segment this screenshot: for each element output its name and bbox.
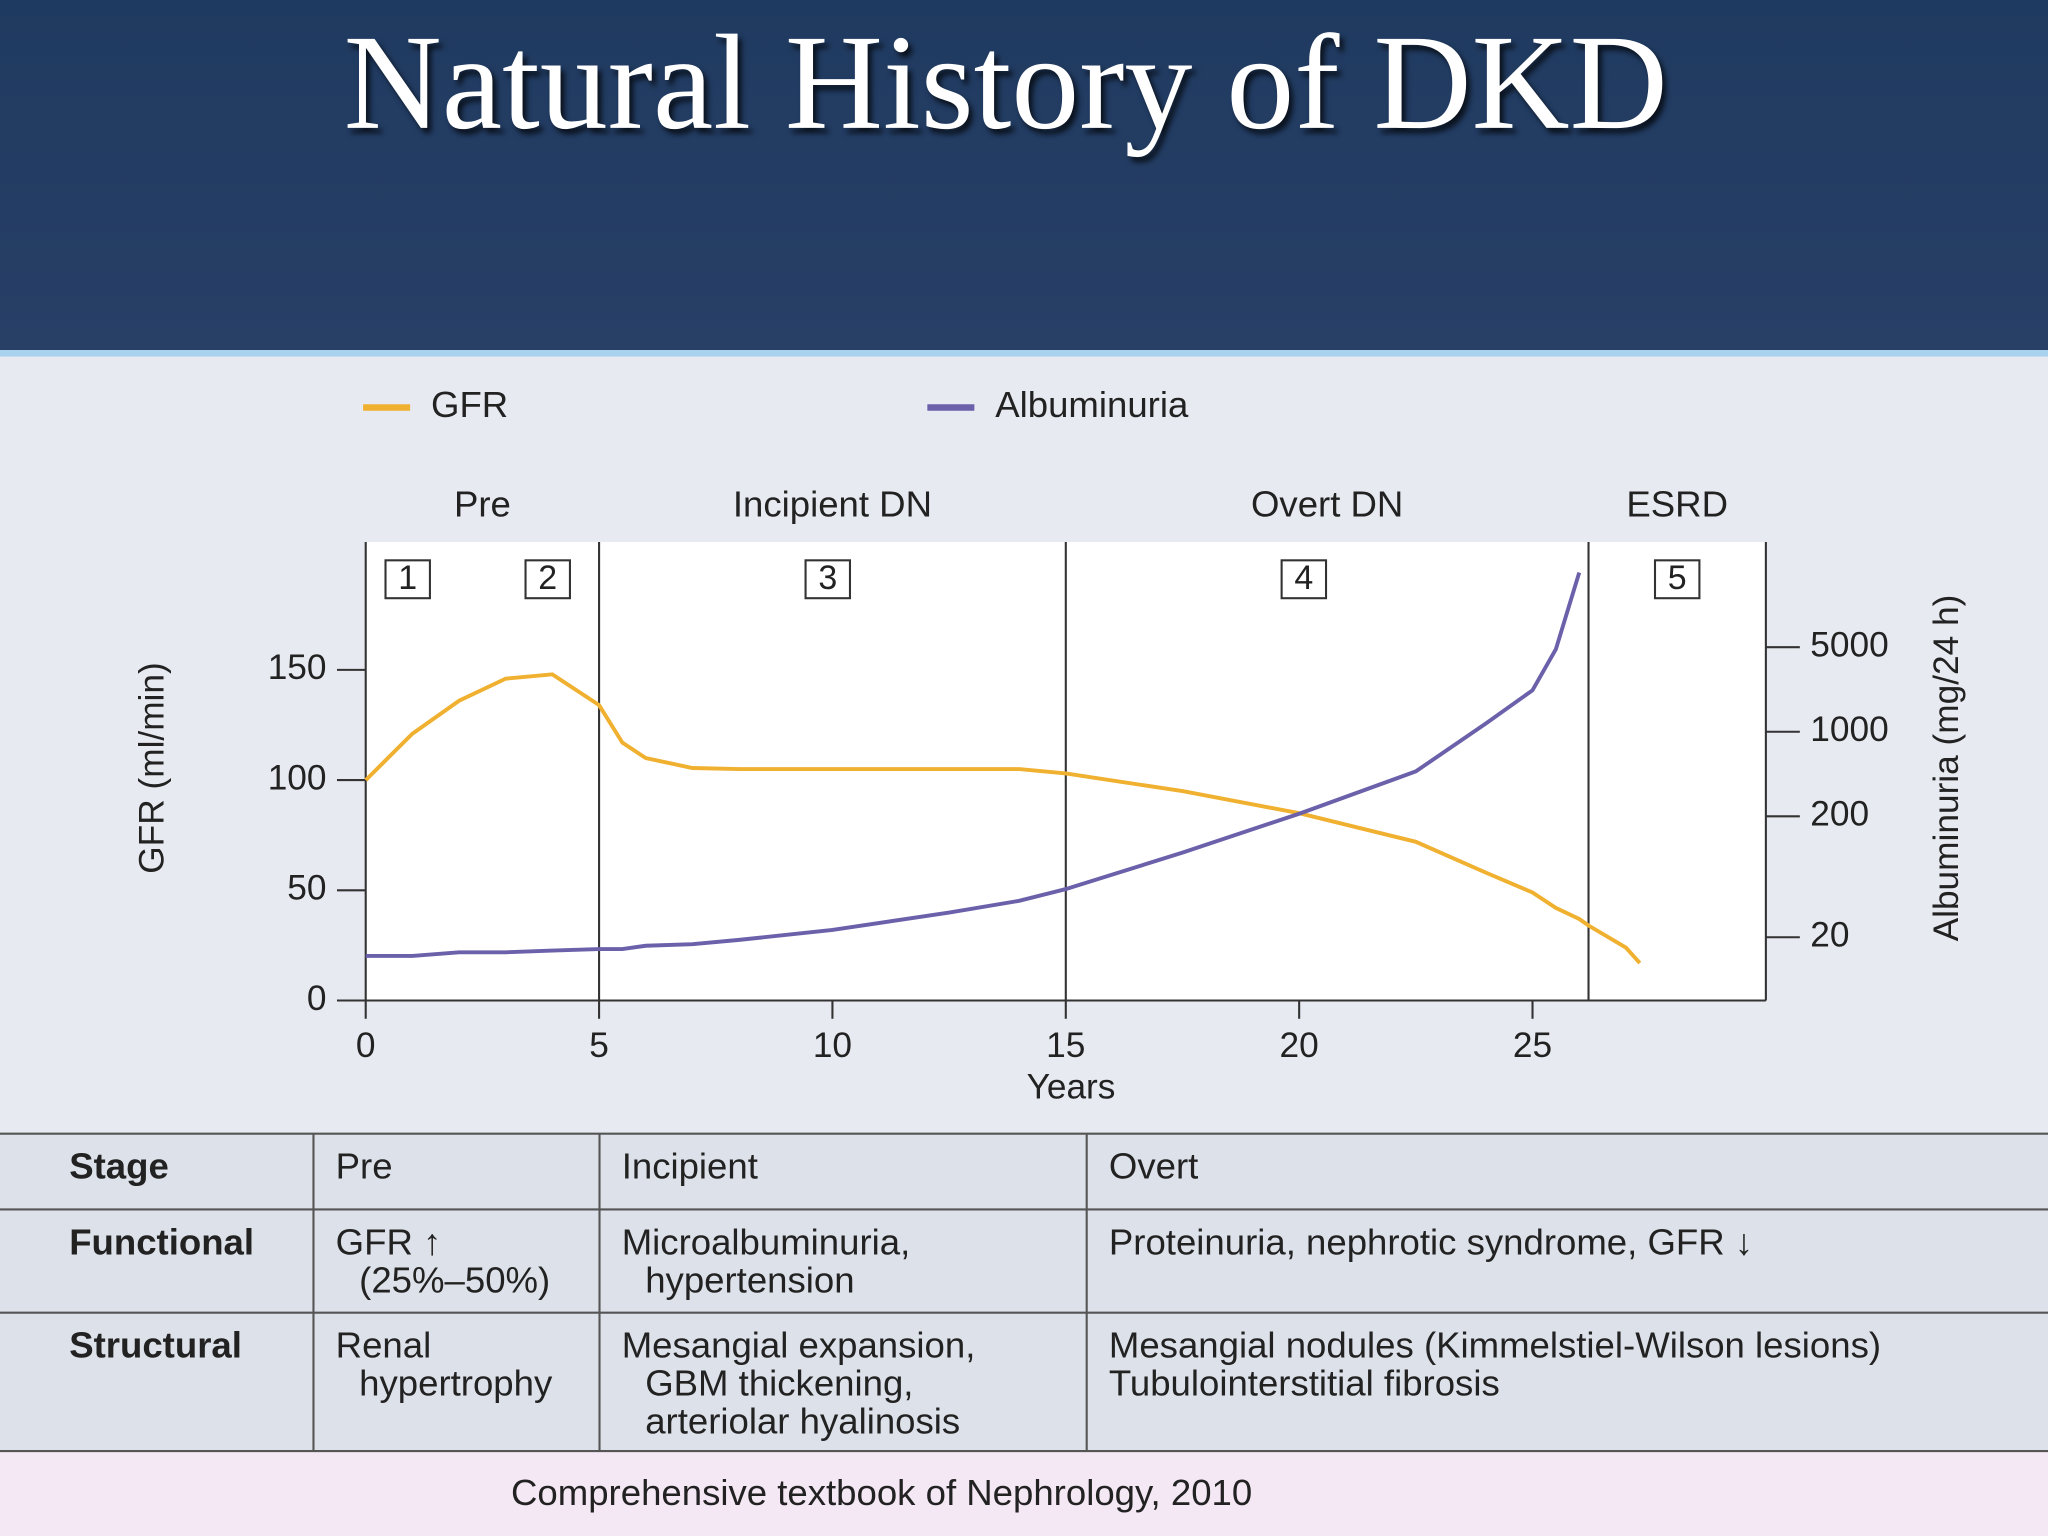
x-tick-label: 20 — [1280, 1026, 1319, 1065]
y-axis-label: GFR (ml/min) — [132, 662, 171, 873]
table-background — [0, 1133, 2048, 1452]
stage-marker-label: 5 — [1668, 559, 1687, 597]
x-tick-label: 5 — [589, 1026, 609, 1065]
row-header: Structural — [69, 1325, 242, 1366]
stage-marker-box — [1280, 559, 1328, 600]
stage-marker-box — [804, 559, 852, 600]
table-cell: GBM thickening, — [645, 1362, 913, 1403]
series-line — [364, 672, 1642, 965]
table-cell: Pre — [336, 1146, 393, 1187]
table-cell: (25%–50%) — [359, 1259, 550, 1300]
stage-label: Pre — [454, 483, 511, 524]
table: Stage Pre Incipient Overt Functional GFR ↑(25… — [0, 1132, 2048, 1453]
x-axis-label: Years — [1027, 1068, 1116, 1107]
table-cell: Proteinuria, nephrotic syndrome, GFR ↓ — [1109, 1221, 1753, 1262]
table-cell: Incipient — [622, 1146, 758, 1187]
table-cell: Tubulointerstitial fibrosis — [1109, 1362, 1500, 1403]
y-tick-label: 100 — [268, 758, 327, 797]
x-tick-label: 0 — [356, 1026, 376, 1065]
y-tick-label: 50 — [287, 869, 326, 908]
x-tick-label: 10 — [813, 1026, 852, 1065]
stage-marker-box — [384, 559, 431, 600]
stage-marker-box — [1653, 559, 1701, 600]
stage-marker-label: 3 — [818, 559, 837, 597]
legend-label: Albuminuria — [995, 384, 1189, 425]
stage-label: Overt DN — [1251, 483, 1403, 524]
table-cell: Renal — [336, 1325, 432, 1366]
legend-label: GFR — [431, 384, 508, 425]
table-cell: arteriolar hyalinosis — [645, 1400, 960, 1441]
table-cell: Mesangial expansion, — [622, 1325, 976, 1366]
x-tick-label: 15 — [1046, 1026, 1085, 1065]
y-tick-label: 150 — [268, 648, 327, 687]
table-cell: Overt — [1109, 1146, 1198, 1187]
y2-tick-label: 5000 — [1810, 625, 1888, 664]
stage-label: Incipient DN — [733, 483, 932, 524]
row-header: Stage — [69, 1146, 169, 1187]
table-cell: Mesangial nodules (Kimmelstiel-Wilson le… — [1109, 1325, 1881, 1366]
y2-tick-label: 1000 — [1810, 710, 1888, 749]
series-line — [365, 572, 1582, 958]
y-tick-label: 0 — [307, 979, 327, 1018]
header-rule — [0, 350, 2048, 357]
header — [0, 0, 2048, 351]
source: Comprehensive textbook of Nephrology, 20… — [511, 1472, 1252, 1513]
y2-tick-label: 200 — [1810, 795, 1869, 834]
stage-marker-label: 2 — [538, 559, 557, 597]
x-tick-label: 25 — [1513, 1026, 1552, 1065]
table-cell: Microalbuminuria, — [622, 1221, 911, 1262]
row-header: Functional — [69, 1221, 254, 1262]
stage-label: ESRD — [1626, 483, 1728, 524]
slide-title: Natural History of DKD — [344, 8, 1668, 158]
stage-marker-label: 1 — [398, 559, 417, 597]
table-cell: hypertension — [645, 1259, 854, 1300]
table-cell: hypertrophy — [359, 1362, 553, 1403]
table-cell: GFR ↑ — [336, 1221, 442, 1262]
stage-marker-label: 4 — [1294, 559, 1313, 597]
y2-axis-label: Albuminuria (mg/24 h) — [1927, 595, 1966, 942]
stage-marker-box — [524, 559, 571, 600]
y2-tick-label: 20 — [1810, 916, 1849, 955]
footer — [0, 1451, 2048, 1536]
